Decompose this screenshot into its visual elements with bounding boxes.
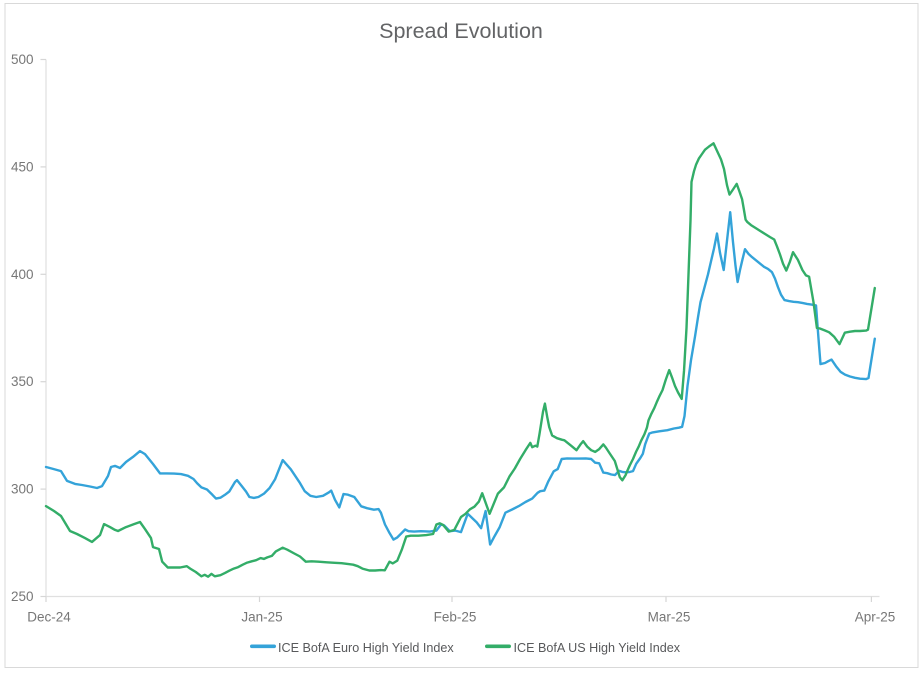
svg-text:350: 350: [11, 374, 34, 389]
svg-text:Jan-25: Jan-25: [241, 610, 282, 625]
svg-text:300: 300: [11, 482, 34, 497]
svg-text:Apr-25: Apr-25: [855, 610, 896, 625]
svg-text:400: 400: [11, 267, 34, 282]
svg-text:450: 450: [11, 159, 34, 174]
svg-text:Spread Evolution: Spread Evolution: [379, 19, 543, 43]
svg-text:Mar-25: Mar-25: [648, 610, 691, 625]
svg-text:250: 250: [11, 589, 34, 604]
svg-text:Dec-24: Dec-24: [27, 610, 71, 625]
svg-text:ICE BofA Euro High Yield Index: ICE BofA Euro High Yield Index: [278, 641, 454, 655]
svg-text:Feb-25: Feb-25: [434, 610, 477, 625]
svg-text:ICE BofA US High Yield Index: ICE BofA US High Yield Index: [514, 641, 681, 655]
svg-text:500: 500: [11, 52, 34, 67]
